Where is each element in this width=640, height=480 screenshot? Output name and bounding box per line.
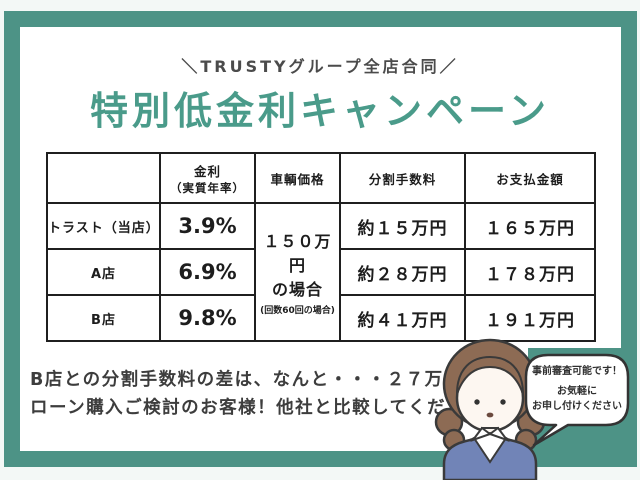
group-tagline: ＼TRUSTYグループ全店合同／ (181, 57, 459, 76)
header-price-cell: 車輌価格 (254, 152, 341, 204)
store-name-a: A店 (46, 248, 161, 296)
rate-a: 6.9% (159, 248, 256, 296)
price-note: (回数60回の場合) (260, 306, 335, 316)
price-line2: の場合 (271, 280, 323, 299)
footer-line1: B店との分割手数料の差は、なんと・・・２７万円！ (30, 370, 482, 390)
table-row-shop-b: B店 9.8% 約４１万円 １９１万円 (46, 294, 596, 342)
hair-bangs (456, 355, 524, 395)
bubble-line3: お申し付けください (532, 401, 622, 412)
eye-right (500, 399, 506, 405)
header-rate-line1: 金利 (193, 163, 221, 179)
table-row-shop-a: A店 6.9% 約２８万円 １７８万円 (46, 248, 596, 296)
speech-bubble-outline (524, 353, 630, 447)
speech-bubble-text: 事前審査可能です！ お気軽に お申し付けください (528, 364, 626, 414)
store-name-trust: トラスト（当店） (46, 202, 161, 250)
collar-right (487, 426, 510, 443)
rate-b: 9.8% (159, 294, 256, 342)
header-rate-line2: （実質年率） (170, 180, 245, 195)
header-store-cell (46, 152, 161, 204)
total-trust: １６５万円 (464, 202, 596, 250)
fee-trust: 約１５万円 (339, 202, 466, 250)
bubble-line1: 事前審査可能です！ (532, 366, 622, 377)
store-name-b: B店 (46, 294, 161, 342)
bubble-line2: お気軽に (557, 386, 597, 397)
header-fee-cell: 分割手数料 (339, 152, 466, 204)
staff-woman-illustration (434, 338, 546, 480)
total-a: １７８万円 (464, 248, 596, 296)
header-total-cell: お支払金額 (464, 152, 596, 204)
collar-left (470, 426, 493, 443)
total-b: １９１万円 (464, 294, 596, 342)
campaign-title: 特別低金利キャンペーン (89, 89, 551, 133)
vehicle-price-cell: １５０万円 の場合 (回数60回の場合) (254, 202, 341, 342)
price-line1: １５０万円 (263, 232, 332, 275)
fee-b: 約４１万円 (339, 294, 466, 342)
rate-trust: 3.9% (159, 202, 256, 250)
footer-line2: ローン購入ご検討のお客様！他社と比較してください！ (30, 398, 504, 418)
speech-bubble: 事前審査可能です！ お気軽に お申し付けください (524, 353, 630, 447)
table-header-row: 金利 （実質年率） 車輌価格 分割手数料 お支払金額 (46, 152, 596, 204)
fee-a: 約２８万円 (339, 248, 466, 296)
eye-left (474, 399, 480, 405)
header-rate-cell: 金利 （実質年率） (159, 152, 256, 204)
mouth (486, 412, 494, 418)
table-row-trust: トラスト（当店） 3.9% １５０万円 の場合 (回数60回の場合) 約１５万円… (46, 202, 596, 342)
loan-comparison-table: 金利 （実質年率） 車輌価格 分割手数料 お支払金額 トラスト（当店） 3.9%… (46, 152, 596, 342)
footer-message: B店との分割手数料の差は、なんと・・・２７万円！ ローン購入ご検討のお客様！他社… (30, 366, 503, 422)
